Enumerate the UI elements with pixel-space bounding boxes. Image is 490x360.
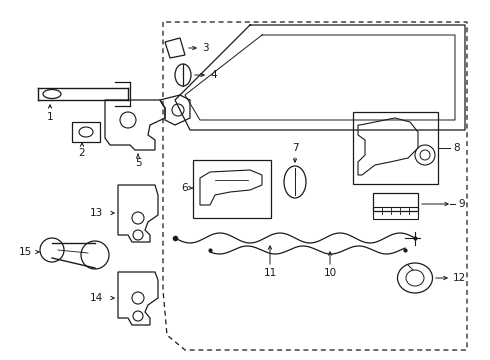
Text: 15: 15 [19,247,32,257]
Text: 3: 3 [202,43,209,53]
Bar [373,207,418,219]
Text: 12: 12 [453,273,466,283]
Text: 13: 13 [90,208,103,218]
Text: 1: 1 [47,112,53,122]
Text: 10: 10 [323,268,337,278]
Text: 14: 14 [90,293,103,303]
Bar [193,160,271,218]
Text: 7: 7 [292,143,298,153]
Text: 11: 11 [264,268,277,278]
Text: 5: 5 [135,158,141,168]
Text: 8: 8 [453,143,460,153]
Text: 6: 6 [181,183,188,193]
Text: 2: 2 [79,148,85,158]
Text: 4: 4 [210,70,217,80]
Text: 9: 9 [458,199,465,209]
Bar [373,193,418,211]
Bar [72,122,100,142]
Bar [353,112,438,184]
